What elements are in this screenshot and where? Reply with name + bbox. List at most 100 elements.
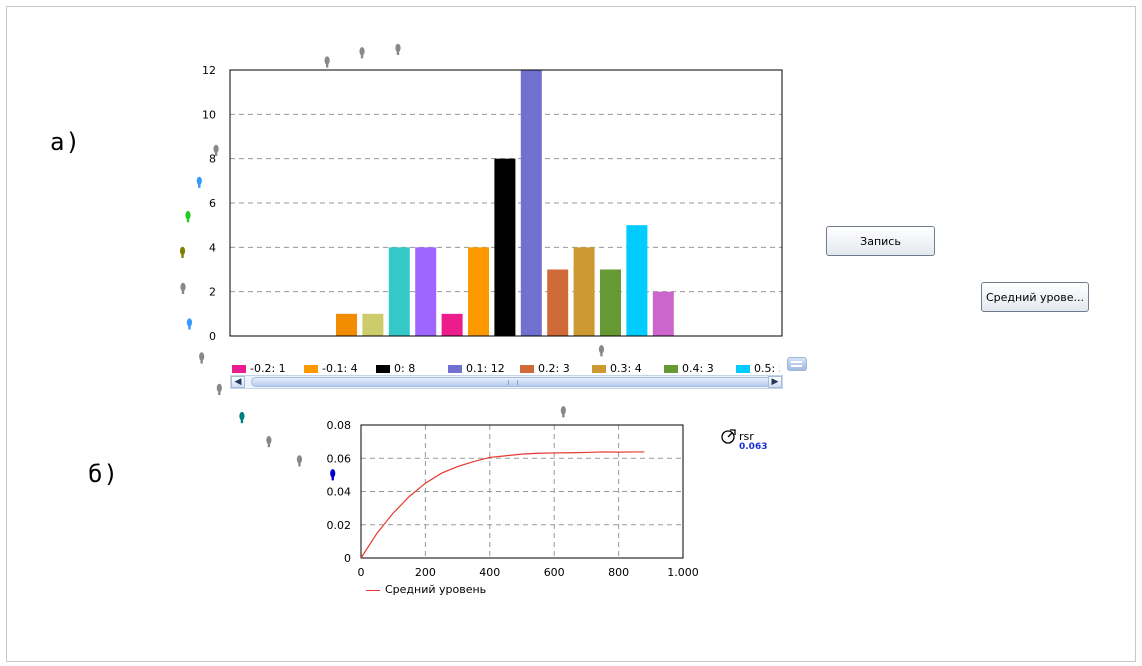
legend-item: 0.3: 4 [592,362,642,376]
legend-label: -0.2: 1 [250,362,286,375]
legend-label: 0.4: 3 [682,362,714,375]
legend-swatch [232,365,246,373]
scroll-left-arrow-icon[interactable]: ◀ [231,376,245,388]
agent-leg [186,218,190,223]
legend-swatch [736,365,750,373]
bar [547,269,569,336]
legend-label: 0.2: 3 [538,362,570,375]
agent-figure [324,56,330,68]
legend-label: -0.1: 4 [322,362,358,375]
agent-leg [600,352,603,357]
agent-leg [198,183,201,188]
bar [388,247,410,336]
bar [520,70,542,336]
bar [600,269,621,336]
legend-label: 0.1: 12 [466,362,505,375]
agent-figure [266,435,272,448]
y-tick-label: 0.08 [327,419,352,432]
y-tick-label: 0 [344,552,351,565]
x-tick-label: 1.000 [667,566,699,579]
agent-body [395,43,401,53]
y-tick-label: 0.06 [327,452,352,465]
scroll-right-arrow-icon[interactable]: ▶ [768,376,782,388]
agent-figure [180,282,186,294]
x-tick-label: 200 [415,566,436,579]
agent-body [330,469,336,478]
agent-figure [598,345,605,357]
agent-leg [267,443,271,448]
agent-body [185,211,191,220]
agent-leg [360,54,364,59]
agent-figure [199,352,205,364]
agent-leg [298,462,301,467]
agent-body [213,144,219,154]
agent-body [199,352,205,361]
refresh-dial-icon[interactable] [720,429,736,445]
average-level-button[interactable]: Средний урове... [981,282,1089,312]
series-line [360,451,645,559]
y-tick-label: 0.02 [327,519,352,532]
y-tick-label: 10 [202,108,216,121]
agent-body [359,47,365,56]
agent-leg [240,419,244,424]
agent-figure [185,211,191,223]
legend-item: 0.2: 3 [520,362,570,376]
bar [441,313,463,336]
bar [415,247,437,336]
agent-figure [560,406,566,418]
plot-frame [229,69,783,337]
legend-label: 0: 8 [394,362,416,375]
x-tick-label: 600 [544,566,565,579]
agent-leg [188,325,191,330]
legend-swatch [376,365,390,373]
agent-figure [213,144,219,156]
legend-item: 0: 8 [376,362,415,376]
rsr-readout: rsr 0.063 [720,427,780,455]
agent-body [179,246,186,256]
agent-body [296,455,303,464]
y-tick-label: 0.04 [327,486,352,499]
bar [336,313,357,336]
plot-frame [360,424,684,559]
agent-body [239,411,245,421]
line-legend-swatch [366,589,380,591]
agent-figure [330,469,336,481]
bar [573,247,595,336]
agent-figure [359,47,365,59]
bar [626,225,648,336]
legend-item: -0.1: 4 [304,362,358,376]
agent-figure [296,455,303,467]
agent-leg [200,359,203,364]
legend-swatch [448,365,462,373]
agent-body [186,318,193,327]
y-tick-label: 0 [209,330,216,343]
legend-scrollbar[interactable]: ◀ ▶ [230,375,783,389]
legend-expand-button[interactable] [787,357,807,371]
agent-leg [218,390,221,395]
legend-item: 0.5: 5 [736,362,780,376]
agent-body [560,406,566,415]
scroll-grip-icon [508,380,518,385]
x-tick-label: 400 [479,566,500,579]
agent-leg [181,253,184,258]
legend-item: 0.1: 12 [448,362,505,376]
line-chart-legend: Средний уровень [366,583,526,597]
legend-item: 0.4: 3 [664,362,714,376]
legend-swatch [304,365,318,373]
agent-leg [325,63,329,68]
legend-label: 0.5: 5 [754,362,780,375]
agent-body [180,282,186,292]
legend-swatch [592,365,606,373]
agent-body [196,176,202,186]
record-button[interactable]: Запись [826,226,935,256]
legend-label: 0.3: 4 [610,362,642,375]
bar [494,158,516,336]
panel-b-label: б) [88,460,119,488]
panel-a-label: а) [50,128,81,156]
agent-body [598,345,605,354]
bar [652,291,674,336]
bar [362,313,384,336]
agent-figure [186,318,193,330]
